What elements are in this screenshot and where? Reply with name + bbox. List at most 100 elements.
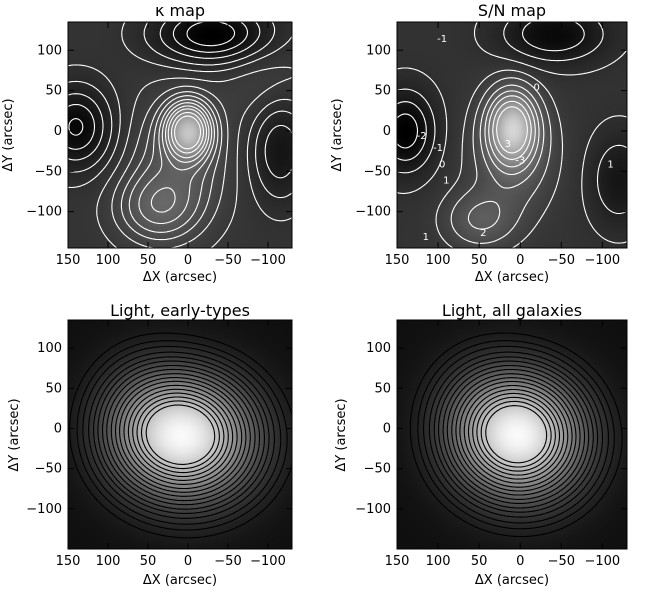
contour-line — [484, 90, 540, 176]
contour-line — [417, 340, 615, 530]
contour-line — [110, 373, 251, 497]
contour-line — [82, 345, 282, 525]
x-tick-label: 150 — [56, 253, 81, 268]
contour-line — [76, 340, 288, 531]
x-axis-label: ΔX (arcsec) — [143, 573, 217, 588]
contour-line — [397, 22, 585, 161]
contour-line — [119, 380, 243, 490]
contour-label: 1 — [423, 232, 429, 243]
y-tick-label: 100 — [37, 341, 62, 356]
x-tick-label: 100 — [426, 253, 451, 268]
y-axis-label: ΔY (arcsec) — [334, 398, 349, 471]
contour-line — [97, 360, 265, 510]
x-axis-label: ΔX (arcsec) — [475, 270, 549, 285]
y-tick-label: 50 — [45, 84, 62, 99]
contour-line — [145, 404, 216, 465]
contour-line — [488, 95, 536, 168]
panel-title: Light, early-types — [110, 301, 250, 320]
x-ticks: 150 100 50 0 −50 −100 — [56, 320, 286, 569]
contour-line — [174, 115, 202, 150]
contour-line — [93, 356, 270, 514]
contour-line — [68, 22, 292, 199]
contour-line — [128, 95, 219, 233]
y-axis-label: ΔY (arcsec) — [1, 98, 16, 171]
contour-line — [480, 400, 552, 468]
y-tick-label: 100 — [37, 43, 62, 58]
x-tick-label: 50 — [140, 253, 157, 268]
y-tick-label: 0 — [54, 421, 62, 436]
panel-light-all-galaxies: Light, all galaxies 150 100 50 0 −50 −100 100… — [334, 301, 628, 588]
contour-line — [123, 384, 238, 485]
contour-lines — [409, 332, 623, 538]
x-tick-label: −100 — [584, 253, 620, 268]
contour-line — [106, 368, 256, 502]
contour-line — [485, 405, 548, 464]
y-axis-label: ΔY (arcsec) — [7, 398, 22, 471]
contour-line — [136, 396, 225, 474]
y-tick-label: −50 — [35, 462, 62, 477]
contour-line — [120, 91, 223, 241]
y-tick-label: 50 — [45, 381, 62, 396]
x-tick-label: 0 — [184, 253, 192, 268]
contour-line — [68, 22, 292, 179]
x-tick-label: 0 — [516, 554, 524, 569]
contour-line — [409, 332, 623, 538]
contour-line — [138, 99, 215, 225]
contour-label: 1 — [443, 175, 449, 186]
contour-line — [397, 113, 419, 149]
panel-light-early-types: Light, early-types 150 100 50 0 −50 −100 100 5… — [7, 301, 293, 588]
contour-line — [69, 332, 292, 539]
x-tick-label: 50 — [471, 253, 488, 268]
y-tick-label: 100 — [366, 341, 391, 356]
contour-line — [446, 368, 586, 500]
contour-line — [68, 22, 292, 222]
x-tick-label: 100 — [96, 253, 121, 268]
x-tick-label: 150 — [56, 554, 81, 569]
contour-line — [467, 388, 565, 480]
contour-line — [422, 345, 609, 524]
light-all-heatmap — [397, 320, 627, 549]
contour-line — [150, 102, 213, 213]
contour-line — [96, 66, 292, 248]
contour-line — [397, 22, 627, 244]
y-axis-label: ΔY (arcsec) — [330, 98, 345, 171]
x-ticks: 150 100 50 0 −50 −100 — [385, 320, 620, 569]
contour-line — [450, 77, 552, 244]
contour-line — [140, 400, 220, 470]
contour-line — [127, 388, 234, 481]
contour-line — [88, 351, 275, 519]
contour-lines — [68, 22, 292, 248]
contour-line — [476, 396, 556, 472]
contour-line — [428, 351, 604, 518]
contour-line — [451, 373, 581, 496]
plot-frame — [67, 319, 293, 550]
x-ticks: 150 100 50 0 −50 −100 — [56, 22, 286, 268]
x-tick-label: 50 — [140, 554, 157, 569]
y-tick-label: 100 — [366, 43, 391, 58]
y-tick-label: −50 — [364, 164, 391, 179]
contour-label: -2 — [417, 131, 427, 142]
contour-label: -1 — [437, 34, 447, 45]
x-tick-label: −100 — [250, 554, 286, 569]
x-tick-label: 0 — [184, 554, 192, 569]
panel-sn-map: S/N map -1 0 -2 -1 0 1 3 -3 1 2 1 150 100 50 0 −50 −100… — [330, 1, 628, 285]
y-tick-label: 50 — [374, 84, 391, 99]
y-tick-label: −100 — [355, 205, 391, 220]
contour-line — [455, 377, 577, 492]
contour-line — [459, 380, 573, 488]
x-tick-label: −100 — [584, 554, 620, 569]
x-tick-label: −50 — [214, 253, 241, 268]
x-tick-label: 100 — [426, 554, 451, 569]
x-tick-label: 150 — [385, 253, 410, 268]
contour-line — [167, 108, 208, 159]
contour-lines — [397, 22, 627, 248]
panel-kappa-map: κ map 150 100 50 0 −50 −100 100 50 0 −50 −100 ΔX … — [1, 1, 293, 285]
kappa-heatmap — [68, 22, 292, 248]
x-tick-label: −50 — [548, 554, 575, 569]
contour-line — [435, 69, 564, 248]
plot-frame — [396, 319, 628, 550]
x-tick-label: −100 — [250, 253, 286, 268]
contour-labels: -1 0 -2 -1 0 1 3 -3 1 2 1 — [417, 34, 614, 243]
